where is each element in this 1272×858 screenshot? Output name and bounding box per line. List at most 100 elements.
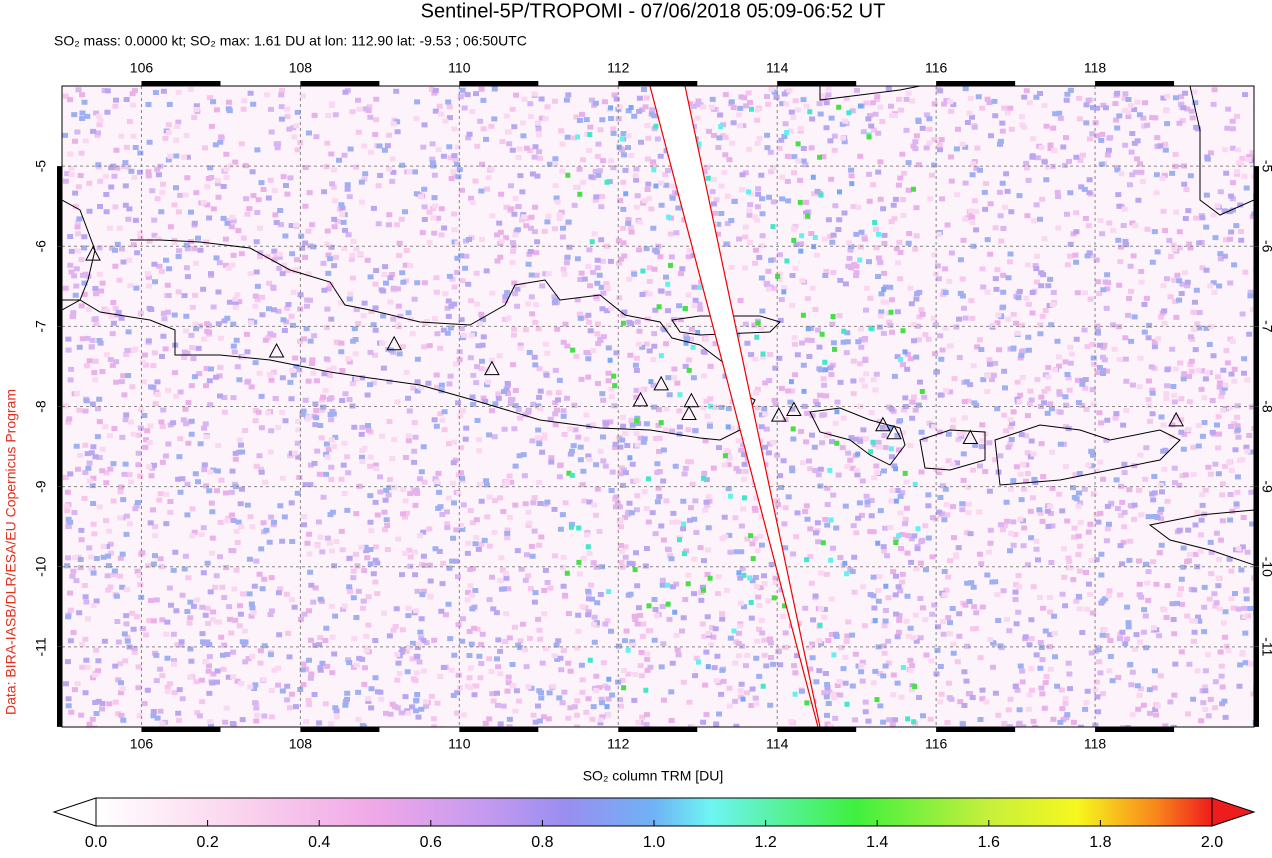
- y-tick-label: -9: [33, 480, 49, 493]
- coast-sulawesi: [1189, 86, 1254, 216]
- colorbar-tick-label: 2.0: [1201, 834, 1223, 851]
- axis-bar: [1254, 326, 1259, 407]
- x-tick-label: 114: [766, 736, 789, 752]
- colorbar-tick-label: 0.8: [531, 834, 553, 851]
- coast-sumba: [1148, 509, 1254, 566]
- y-tick-label: -11: [1259, 637, 1272, 656]
- axis-bar: [141, 81, 221, 86]
- x-tick-label: 118: [1084, 60, 1107, 76]
- axis-bar: [300, 727, 380, 732]
- volcano: [85, 246, 101, 261]
- axis-bar: [141, 727, 221, 732]
- axis-bar: [618, 727, 698, 732]
- coast-bali: [809, 407, 906, 466]
- y-tick-label: -10: [1259, 557, 1272, 577]
- axis-bar: [57, 246, 62, 327]
- axis-bar: [936, 727, 1016, 732]
- x-tick-label: 106: [130, 736, 154, 752]
- x-tick-label: 112: [607, 60, 630, 76]
- so2-pixels: [62, 86, 1254, 727]
- volcano: [268, 342, 285, 358]
- colorbar-tick-label: 1.4: [866, 834, 888, 851]
- axis-bar: [1254, 566, 1259, 647]
- colorbar-over: [1211, 797, 1256, 827]
- x-tick-label: 108: [289, 736, 313, 752]
- axis-bar: [57, 166, 62, 247]
- orbit-edge: [684, 85, 821, 728]
- axis-bar: [300, 81, 380, 86]
- y-tick-label: -6: [33, 240, 49, 253]
- colorbar-tick-label: 0.6: [420, 834, 442, 851]
- volcano: [875, 416, 891, 432]
- x-tick-label: 118: [1084, 736, 1107, 752]
- axis-bar: [57, 646, 62, 727]
- colorbar-tick-label: 1.0: [643, 834, 665, 851]
- axis-bar: [1254, 646, 1259, 727]
- axis-bar: [57, 566, 62, 647]
- x-tick-label: 110: [448, 60, 471, 76]
- coast-lombok: [919, 429, 986, 471]
- y-tick-label: -7: [33, 320, 49, 333]
- volcano: [653, 375, 670, 391]
- axis-bar: [57, 486, 62, 567]
- colorbar-tick-label: 1.6: [978, 834, 1000, 851]
- volcano: [962, 429, 979, 445]
- volcano: [484, 360, 500, 376]
- y-tick-label: -6: [1259, 240, 1272, 253]
- colorbar-label: SO₂ column TRM [DU]: [583, 768, 724, 784]
- x-tick-label: 106: [130, 60, 154, 76]
- axis-bar: [1095, 727, 1175, 732]
- axis-bar: [459, 727, 539, 732]
- axis-bar: [618, 81, 698, 86]
- y-tick-label: -11: [33, 637, 49, 656]
- noise-pixels: [575, 112, 921, 697]
- x-tick-label: 108: [289, 60, 313, 76]
- axis-bar: [459, 81, 539, 86]
- colorbar-tick-label: 0.0: [85, 834, 107, 851]
- volcano: [386, 335, 403, 351]
- axis-bar: [57, 326, 62, 407]
- x-tick-label: 114: [766, 60, 789, 76]
- axis-bar: [777, 81, 857, 86]
- colorbar: SO₂ column TRM [DU] 0.0 0.2 0.4 0.6 0.8 1.0 1.…: [52, 768, 1256, 851]
- volcano: [632, 391, 649, 407]
- coast-sumatra: [62, 199, 96, 311]
- volcanoes: [85, 246, 1184, 445]
- volcano: [786, 401, 802, 417]
- x-tick-label: 110: [448, 736, 471, 752]
- axis-bar: [1254, 246, 1259, 327]
- axes: 106 106 108 108 110 110 112 112 114 114 116 116 118 1…: [33, 60, 1272, 752]
- subtitle: SO₂ mass: 0.0000 kt; SO₂ max: 1.61 DU at…: [54, 33, 527, 49]
- credit: Data: BIRA-IASB/DLR/ESA/EU Copernicus Pr…: [3, 389, 19, 715]
- axis-bar: [1254, 486, 1259, 567]
- x-tick-label: 112: [607, 736, 630, 752]
- coast-kalimantan: [819, 86, 921, 101]
- x-tick-label: 116: [925, 60, 948, 76]
- axis-bar: [57, 406, 62, 487]
- colorbar-under: [52, 797, 97, 827]
- axis-bar: [777, 727, 857, 732]
- y-tick-label: -10: [33, 556, 49, 576]
- y-tick-label: -8: [33, 400, 49, 413]
- colorbar-tick-label: 1.8: [1089, 834, 1111, 851]
- axis-bar: [1254, 166, 1259, 247]
- axis-bar: [1254, 406, 1259, 487]
- volcano: [681, 405, 697, 421]
- y-tick-label: -9: [1259, 480, 1272, 493]
- title: Sentinel-5P/TROPOMI - 07/06/2018 05:09-0…: [421, 0, 886, 22]
- volcano: [683, 392, 700, 408]
- y-tick-label: -8: [1259, 400, 1272, 413]
- colorbar-tick-label: 0.2: [196, 834, 218, 851]
- axis-bar: [1095, 81, 1175, 86]
- volcano: [886, 424, 902, 440]
- colorbar-tick-label: 0.4: [308, 834, 330, 851]
- coast-sumbawa: [994, 424, 1181, 486]
- y-tick-label: -5: [1259, 160, 1272, 173]
- x-tick-label: 116: [925, 736, 948, 752]
- volcano: [770, 407, 787, 422]
- y-tick-label: -5: [33, 160, 49, 173]
- colorbar-tick-label: 1.2: [754, 834, 776, 851]
- y-tick-label: -7: [1259, 320, 1272, 333]
- orbit-edge: [649, 85, 819, 728]
